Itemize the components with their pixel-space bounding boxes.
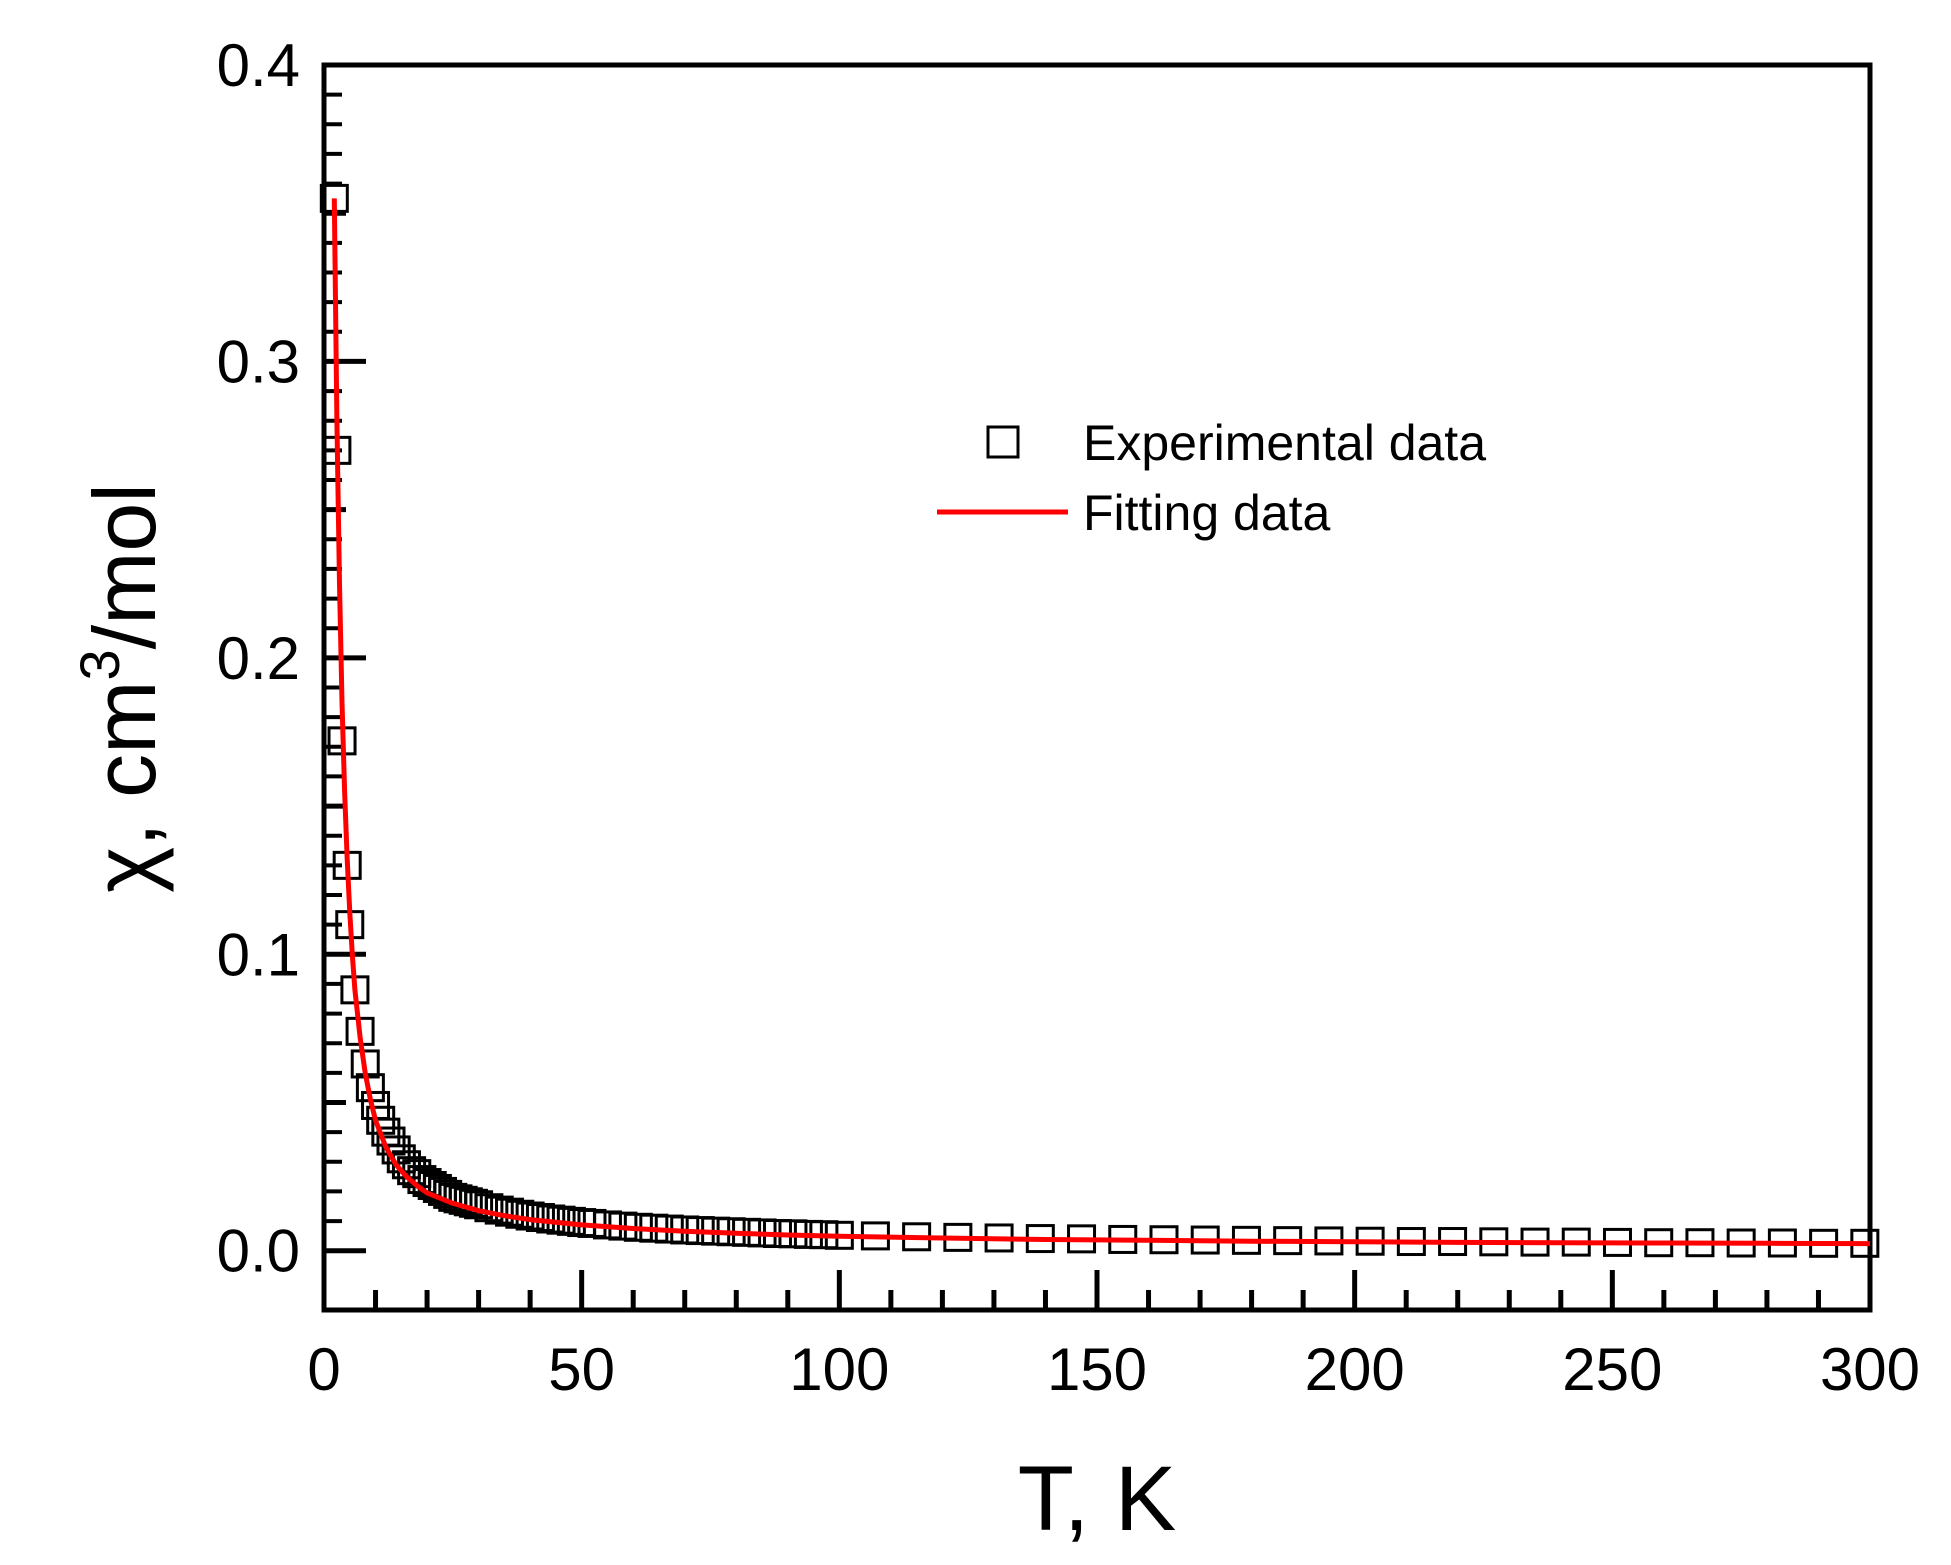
x-tick-label: 200 — [1305, 1336, 1405, 1403]
y-tick-labels: 0.0 0.1 0.2 0.3 0.4 — [217, 32, 300, 1285]
y-tick-label: 0.1 — [217, 921, 300, 988]
y-axis-title: χ, cm3/mol — [68, 483, 174, 893]
y-axis-title-main: χ, cm — [75, 681, 174, 893]
y-axis-title-superscript: 3 — [68, 649, 131, 680]
legend-label-fitting: Fitting data — [1083, 485, 1331, 541]
plot-area — [321, 62, 1873, 1313]
x-tick-labels: 0 50 100 150 200 250 300 — [307, 1336, 1920, 1403]
x-tick-label: 0 — [307, 1336, 340, 1403]
y-tick-label: 0.3 — [217, 328, 300, 395]
x-tick-label: 100 — [789, 1336, 889, 1403]
fitting-line — [331, 198, 1871, 1247]
y-tick-label: 0.2 — [217, 625, 300, 692]
y-axis-title-unit: /mol — [75, 483, 174, 649]
x-ticks — [321, 1270, 1873, 1310]
y-tick-label: 0.4 — [217, 32, 300, 99]
x-tick-label: 50 — [548, 1336, 615, 1403]
y-tick-label: 0.0 — [217, 1218, 300, 1285]
x-tick-label: 300 — [1820, 1336, 1920, 1403]
legend: Experimental data Fitting data — [937, 415, 1486, 541]
legend-label-experimental: Experimental data — [1083, 415, 1486, 471]
x-tick-label: 150 — [1047, 1336, 1147, 1403]
x-axis-title: T, K — [1018, 1448, 1176, 1550]
experimental-markers — [319, 183, 1880, 1258]
x-tick-label: 250 — [1562, 1336, 1662, 1403]
legend-marker-square — [986, 425, 1020, 459]
y-ticks — [324, 62, 366, 1254]
